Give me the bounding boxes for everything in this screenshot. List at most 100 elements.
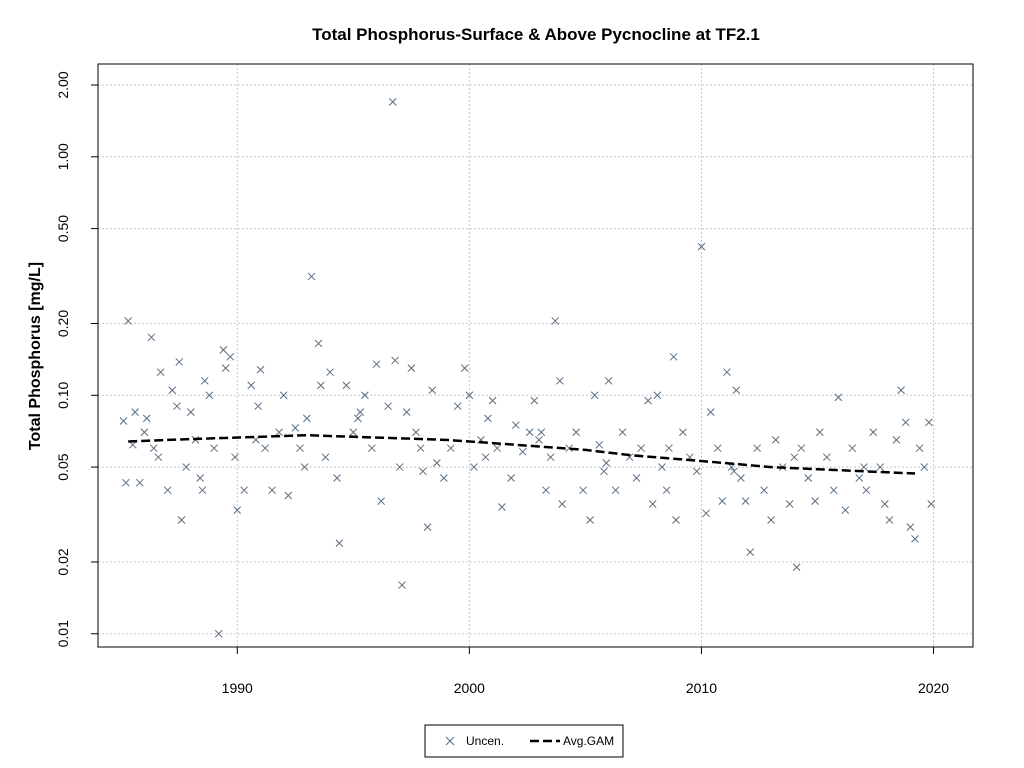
data-point [834, 393, 843, 402]
data-point [205, 391, 214, 400]
data-point [920, 463, 929, 471]
data-point [398, 581, 406, 589]
data-point [537, 428, 546, 437]
data-point [600, 467, 608, 476]
data-point [546, 453, 555, 462]
data-point [333, 474, 341, 482]
data-point [771, 436, 780, 444]
data-point [484, 414, 492, 423]
data-point [737, 474, 745, 482]
data-point [156, 368, 165, 377]
data-point [291, 424, 300, 432]
data-point [753, 444, 762, 453]
data-point [388, 97, 397, 106]
legend-label-gam: Avg.GAM [563, 734, 614, 748]
data-point [518, 447, 527, 456]
data-point [416, 444, 425, 453]
data-point [746, 548, 755, 556]
data-point [163, 486, 172, 495]
data-point [860, 463, 868, 471]
data-point [556, 376, 564, 385]
data-point [377, 497, 386, 505]
data-point [147, 333, 156, 342]
y-tick-label: 1.00 [55, 143, 71, 170]
data-point [140, 428, 149, 437]
data-point [785, 500, 794, 508]
data-point [927, 500, 936, 508]
plot-frame [97, 63, 974, 648]
data-point [268, 486, 276, 495]
data-point [261, 444, 269, 453]
data-point [618, 428, 627, 437]
data-point [897, 386, 905, 395]
data-point [316, 381, 325, 390]
data-point [611, 486, 620, 495]
data-point [586, 516, 594, 524]
data-point [221, 364, 230, 372]
data-point [632, 474, 641, 482]
data-point [595, 440, 604, 449]
data-point [460, 364, 469, 372]
data-point [465, 391, 474, 400]
data-point [372, 360, 381, 369]
data-point [173, 402, 181, 411]
data-point [602, 459, 611, 467]
data-point [391, 356, 399, 365]
data-point [706, 408, 715, 416]
data-point [256, 365, 265, 374]
data-point [303, 414, 311, 423]
x-tick-label: 2020 [918, 680, 949, 696]
chart-title: Total Phosphorus-Surface & Above Pycnocl… [312, 25, 760, 44]
data-point [713, 444, 722, 453]
data-point [885, 516, 894, 524]
data-point [822, 453, 831, 462]
data-point [131, 408, 139, 416]
data-point [154, 453, 163, 462]
y-axis-label: Total Phosphorus [mg/L] [27, 262, 44, 450]
data-point [637, 444, 645, 453]
data-point [307, 272, 316, 281]
data-point [901, 418, 910, 427]
legend-label-uncen: Uncen. [466, 734, 504, 748]
data-point [915, 444, 924, 453]
data-point [848, 444, 857, 453]
data-point [497, 503, 506, 511]
axes: 1990 2000 2010 2020 0.01 0.02 0.05 0.10 0.20 0.50… [55, 71, 949, 696]
x-tick-label: 1990 [222, 680, 253, 696]
data-point [402, 408, 411, 416]
data-point [321, 453, 330, 462]
data-point [254, 402, 262, 411]
data-point [702, 509, 710, 518]
data-point [284, 491, 293, 500]
data-point [732, 386, 741, 395]
data-point [314, 339, 323, 348]
data-point [149, 444, 158, 453]
data-point [841, 506, 850, 514]
data-point [119, 417, 128, 425]
data-point [142, 414, 151, 423]
data-point [368, 444, 376, 453]
data-point [697, 242, 706, 251]
data-point [433, 459, 441, 467]
data-point [869, 428, 878, 437]
data-point [335, 539, 344, 547]
data-point [407, 364, 416, 372]
data-point [665, 444, 673, 453]
data-point [535, 436, 543, 444]
data-point [196, 474, 204, 482]
y-tick-label: 0.05 [55, 453, 71, 480]
data-point [384, 402, 392, 411]
data-point [679, 428, 687, 437]
x-tick-label: 2010 [686, 680, 717, 696]
data-point [511, 421, 520, 429]
data-point [240, 486, 249, 495]
data-point [300, 463, 309, 471]
data-point [811, 497, 820, 505]
data-point [551, 317, 560, 325]
y-tick-label: 0.02 [55, 548, 71, 575]
data-point [412, 428, 420, 437]
data-point [233, 506, 242, 514]
x-tick-label: 2000 [454, 680, 485, 696]
data-point [672, 516, 680, 524]
